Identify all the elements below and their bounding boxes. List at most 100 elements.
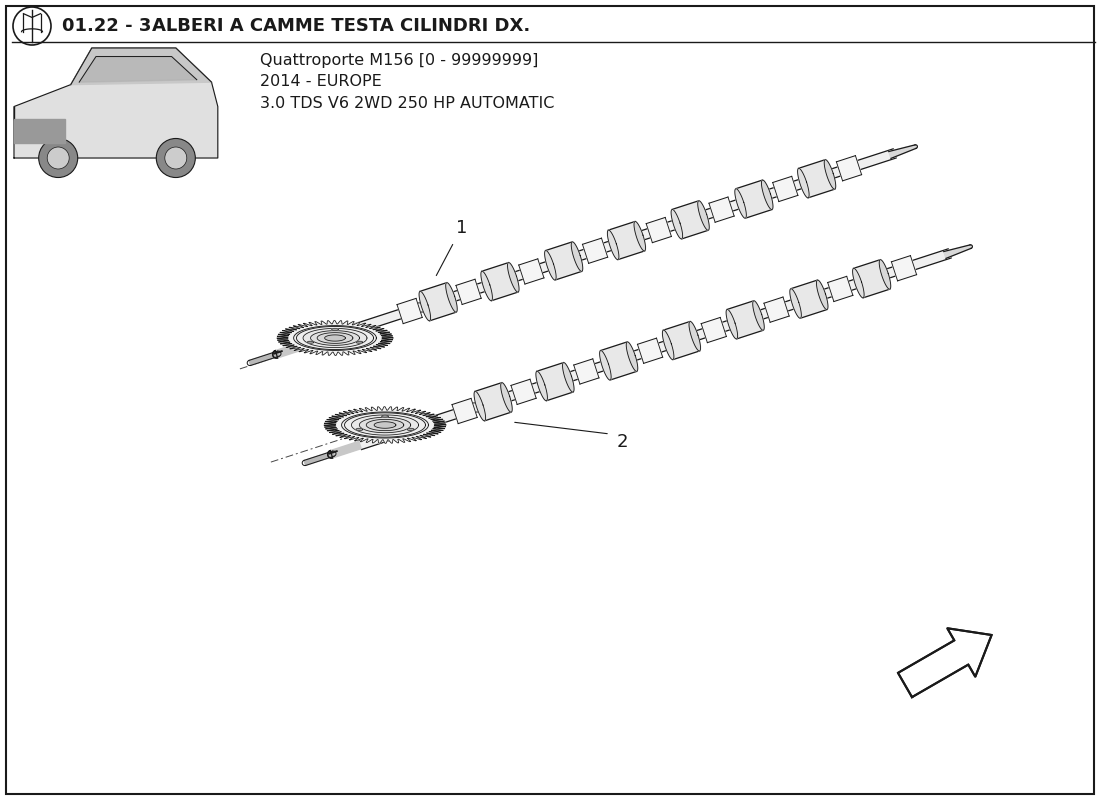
Polygon shape: [663, 322, 700, 360]
Polygon shape: [764, 297, 789, 322]
Polygon shape: [317, 333, 353, 343]
Text: 2: 2: [616, 433, 628, 451]
Polygon shape: [710, 197, 734, 222]
Text: 01.22 - 3: 01.22 - 3: [62, 17, 152, 35]
Text: 1: 1: [456, 219, 468, 237]
Polygon shape: [366, 419, 404, 430]
Polygon shape: [481, 271, 493, 301]
Polygon shape: [397, 298, 422, 324]
Polygon shape: [475, 382, 512, 421]
Polygon shape: [537, 362, 573, 401]
Polygon shape: [634, 222, 646, 251]
Polygon shape: [324, 406, 446, 443]
Polygon shape: [600, 350, 612, 380]
Polygon shape: [304, 329, 367, 347]
Polygon shape: [507, 262, 519, 292]
Polygon shape: [536, 371, 548, 401]
Polygon shape: [352, 415, 419, 435]
Polygon shape: [879, 260, 891, 289]
Text: 3.0 TDS V6 2WD 250 HP AUTOMATIC: 3.0 TDS V6 2WD 250 HP AUTOMATIC: [260, 97, 554, 111]
Polygon shape: [638, 338, 662, 363]
Polygon shape: [824, 160, 836, 189]
Polygon shape: [944, 245, 971, 258]
Polygon shape: [791, 280, 827, 318]
Polygon shape: [544, 250, 557, 280]
Polygon shape: [546, 242, 582, 280]
Polygon shape: [307, 342, 314, 343]
Polygon shape: [752, 301, 764, 330]
Polygon shape: [761, 180, 773, 210]
Polygon shape: [854, 260, 890, 298]
Polygon shape: [571, 242, 583, 271]
Polygon shape: [626, 342, 638, 371]
Polygon shape: [374, 422, 396, 428]
Polygon shape: [697, 201, 710, 230]
Polygon shape: [736, 180, 772, 218]
Polygon shape: [304, 451, 334, 466]
Circle shape: [47, 147, 69, 169]
Polygon shape: [277, 321, 393, 355]
Polygon shape: [14, 118, 65, 143]
Polygon shape: [342, 412, 428, 438]
Polygon shape: [889, 145, 916, 158]
Polygon shape: [79, 57, 197, 82]
Polygon shape: [662, 330, 674, 360]
Polygon shape: [328, 442, 361, 458]
Polygon shape: [790, 289, 801, 318]
Polygon shape: [852, 268, 865, 298]
Polygon shape: [701, 318, 726, 342]
Polygon shape: [512, 379, 536, 405]
Polygon shape: [324, 335, 345, 341]
Polygon shape: [726, 310, 738, 339]
Polygon shape: [70, 48, 211, 85]
Circle shape: [165, 147, 187, 169]
Polygon shape: [608, 222, 645, 260]
Polygon shape: [310, 330, 360, 346]
Polygon shape: [519, 259, 544, 284]
Polygon shape: [419, 291, 430, 321]
Polygon shape: [382, 415, 388, 417]
Polygon shape: [452, 398, 477, 424]
Text: ALBERI A CAMME TESTA CILINDRI DX.: ALBERI A CAMME TESTA CILINDRI DX.: [152, 17, 530, 35]
Circle shape: [39, 138, 78, 178]
Polygon shape: [799, 160, 835, 198]
Polygon shape: [474, 391, 485, 421]
Polygon shape: [601, 342, 637, 380]
Polygon shape: [583, 238, 607, 263]
Polygon shape: [420, 282, 456, 321]
Polygon shape: [607, 230, 619, 260]
Polygon shape: [273, 342, 306, 358]
Polygon shape: [360, 418, 410, 433]
Polygon shape: [359, 249, 951, 450]
Polygon shape: [727, 301, 763, 339]
Polygon shape: [735, 189, 746, 218]
Text: 2014 - EUROPE: 2014 - EUROPE: [260, 74, 382, 90]
Polygon shape: [562, 362, 574, 392]
Polygon shape: [482, 262, 518, 301]
Polygon shape: [500, 382, 513, 412]
Polygon shape: [304, 149, 896, 350]
Polygon shape: [332, 329, 339, 330]
Polygon shape: [798, 168, 810, 198]
Polygon shape: [249, 351, 279, 366]
Polygon shape: [689, 322, 701, 351]
Polygon shape: [294, 326, 376, 350]
Polygon shape: [446, 282, 458, 312]
Polygon shape: [836, 156, 861, 181]
Polygon shape: [574, 359, 600, 384]
Polygon shape: [891, 256, 916, 281]
Polygon shape: [772, 176, 798, 202]
Polygon shape: [671, 210, 683, 239]
Polygon shape: [816, 280, 828, 310]
Polygon shape: [672, 201, 708, 239]
Polygon shape: [646, 218, 671, 242]
Polygon shape: [356, 342, 363, 343]
Polygon shape: [14, 48, 218, 158]
Polygon shape: [827, 276, 853, 302]
Polygon shape: [898, 628, 991, 697]
Polygon shape: [356, 429, 363, 430]
Polygon shape: [456, 279, 481, 305]
Text: Quattroporte M156 [0 - 99999999]: Quattroporte M156 [0 - 99999999]: [260, 53, 538, 67]
Polygon shape: [407, 429, 414, 430]
Circle shape: [156, 138, 196, 178]
